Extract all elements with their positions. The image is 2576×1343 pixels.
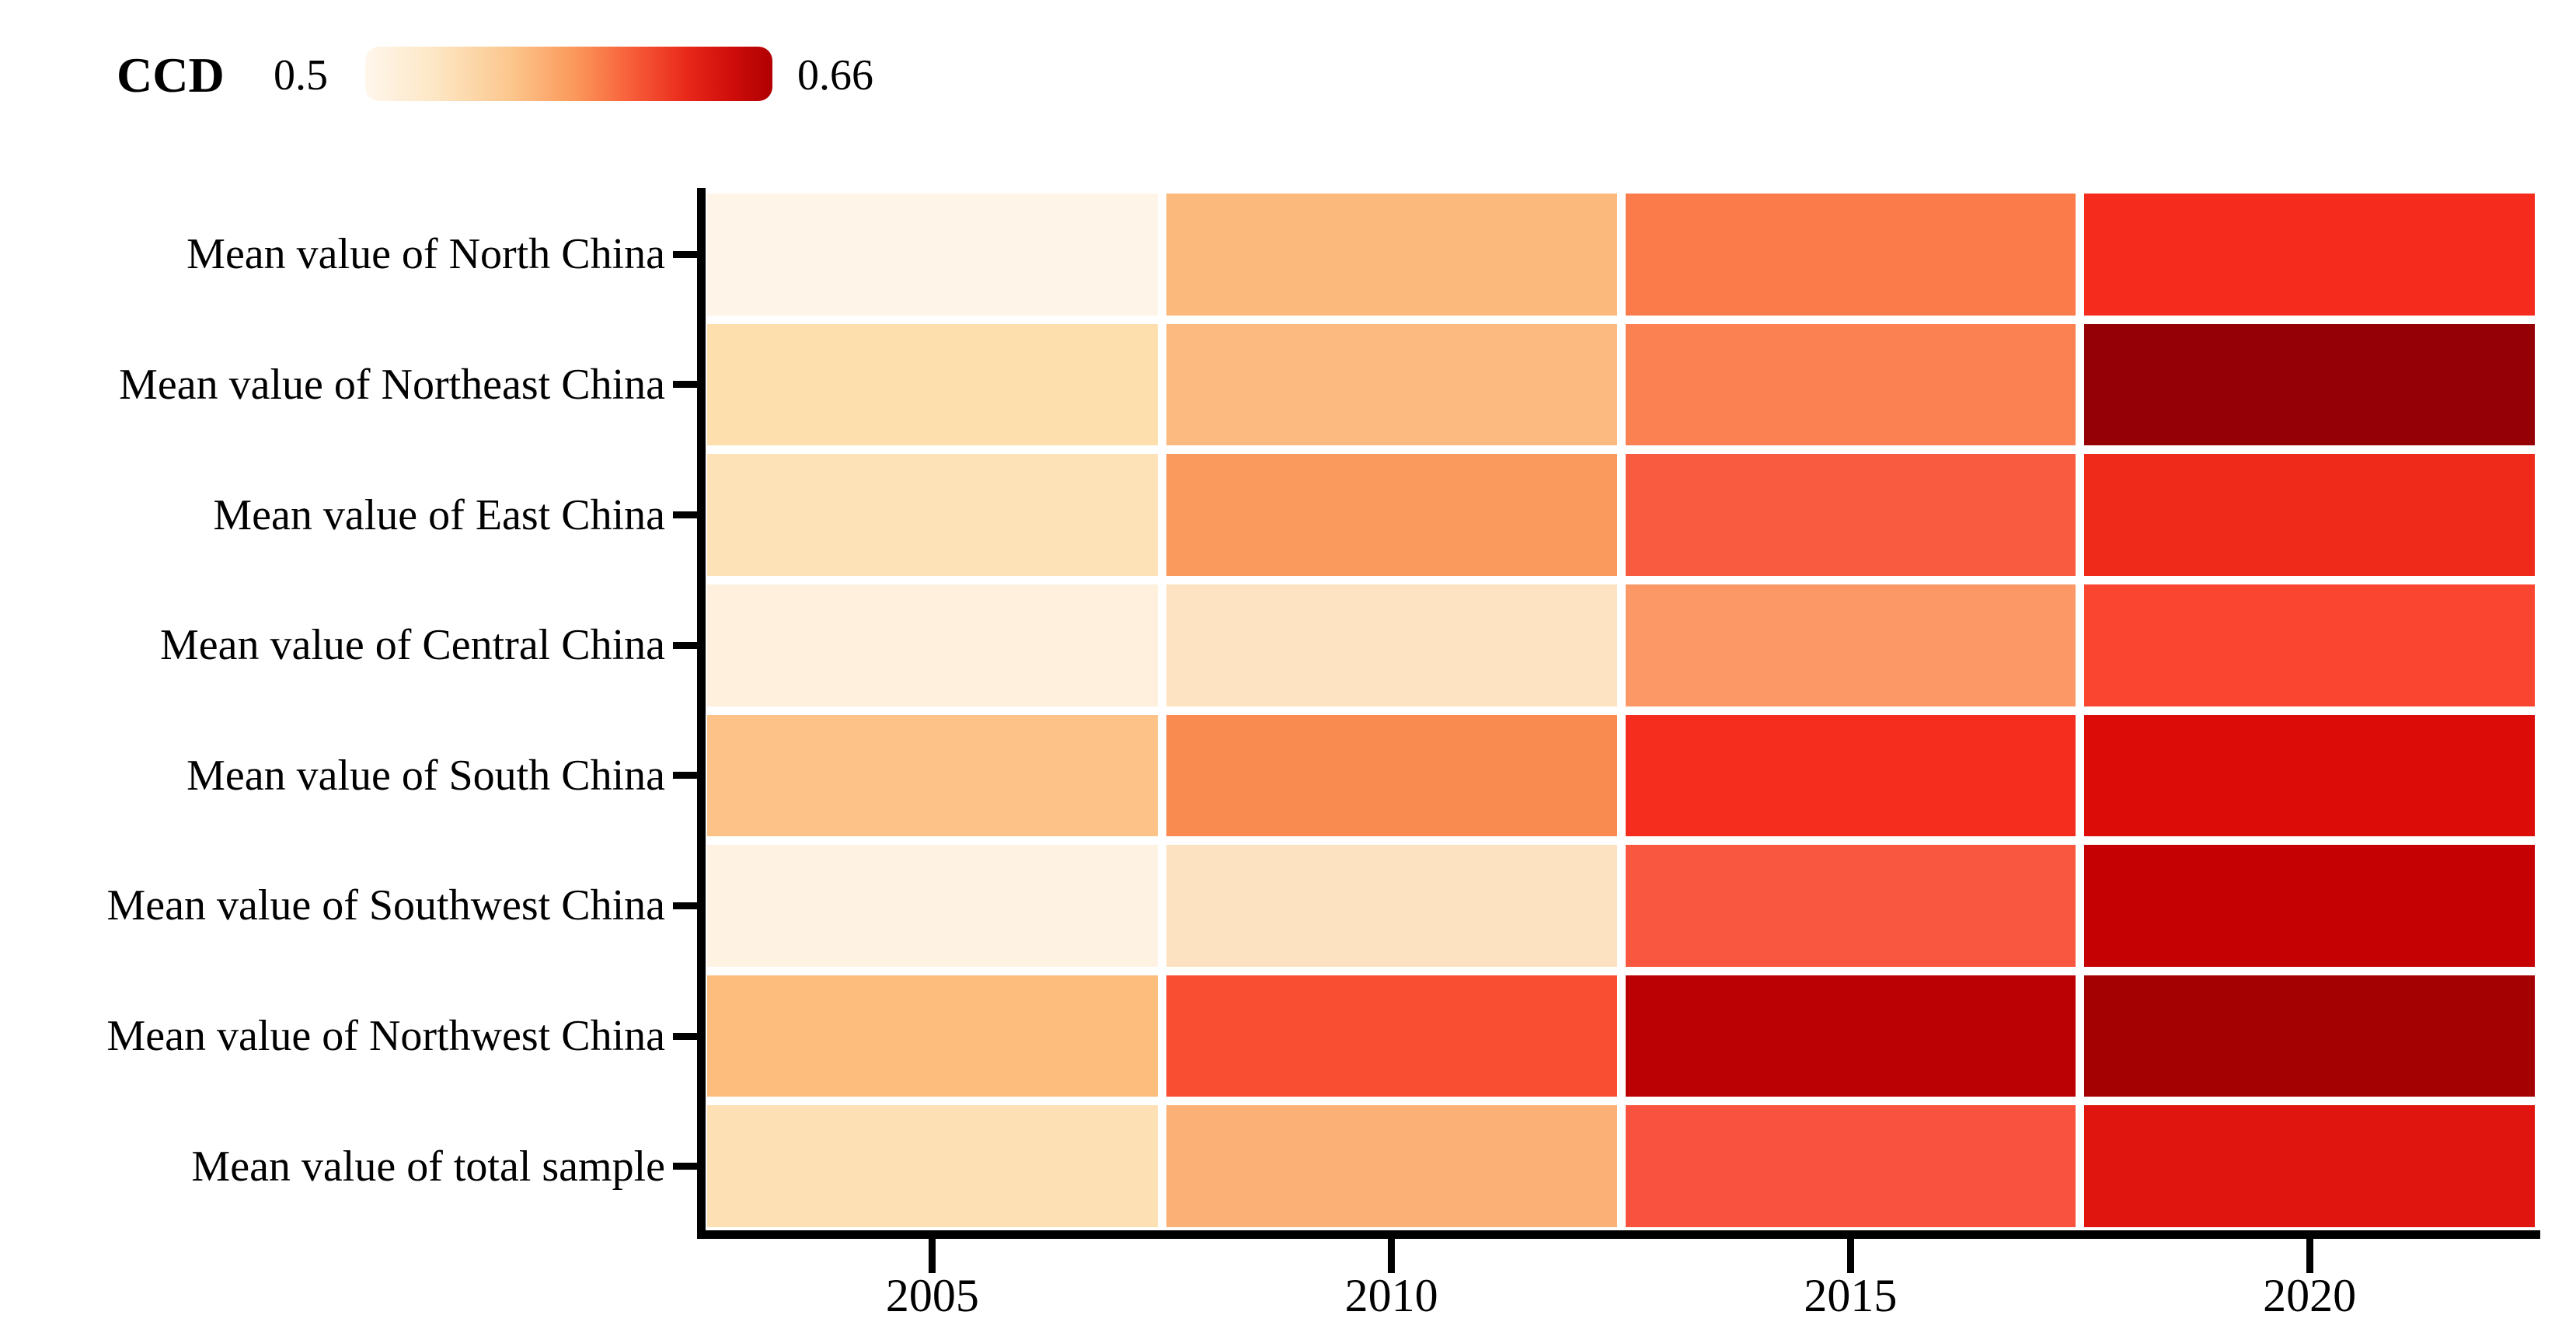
x-axis-label: 2005 xyxy=(885,1270,979,1321)
y-axis-tick xyxy=(673,1163,705,1170)
heatmap-cell xyxy=(1625,1105,2076,1227)
heatmap-cell xyxy=(707,454,1158,576)
heatmap-cell xyxy=(1625,584,2076,706)
heatmap-cell xyxy=(1625,845,2076,967)
y-axis-label: Mean value of North China xyxy=(186,230,665,279)
heatmap-cell xyxy=(707,194,1158,316)
heatmap-cell xyxy=(707,323,1158,446)
y-axis-tick xyxy=(673,902,705,909)
x-axis-line xyxy=(697,1230,2540,1239)
colorbar-min-label: 0.5 xyxy=(274,51,328,99)
y-axis-label: Mean value of Northwest China xyxy=(106,1012,665,1061)
y-axis-label: Mean value of Central China xyxy=(159,621,665,670)
y-axis-label: Mean value of East China xyxy=(213,490,665,539)
heatmap-cell xyxy=(2084,194,2535,316)
heatmap-cell xyxy=(1166,323,1617,446)
colorbar-title: CCD xyxy=(117,47,225,103)
heatmap-cell xyxy=(2084,714,2535,837)
y-axis-label: Mean value of South China xyxy=(186,751,665,800)
heatmap-cell xyxy=(1625,975,2076,1097)
heatmap-grid xyxy=(707,194,2535,1227)
y-axis-label: Mean value of total sample xyxy=(191,1142,665,1191)
heatmap-cell xyxy=(1166,975,1617,1097)
x-axis-tick xyxy=(1846,1239,1854,1273)
heatmap-cell xyxy=(1625,714,2076,837)
y-axis-label: Mean value of Southwest China xyxy=(106,881,665,930)
heatmap-cell xyxy=(2084,323,2535,446)
x-axis-label: 2010 xyxy=(1344,1270,1438,1321)
heatmap-cell xyxy=(707,845,1158,967)
heatmap-cell xyxy=(2084,584,2535,706)
heatmap-cell xyxy=(2084,1105,2535,1227)
heatmap-cell xyxy=(1166,194,1617,316)
y-axis-tick xyxy=(673,511,705,519)
y-axis-tick xyxy=(673,1032,705,1040)
heatmap-cell xyxy=(1166,714,1617,837)
colorbar-max-label: 0.66 xyxy=(797,51,873,99)
heatmap-cell xyxy=(707,975,1158,1097)
y-axis-label: Mean value of Northeast China xyxy=(119,360,665,409)
heatmap-cell xyxy=(1166,584,1617,706)
heatmap-cell xyxy=(2084,845,2535,967)
y-axis-tick xyxy=(673,250,705,258)
x-axis-tick xyxy=(1388,1239,1396,1273)
colorbar-gradient xyxy=(365,47,772,101)
heatmap-cell xyxy=(1625,454,2076,576)
x-axis-label: 2020 xyxy=(2263,1270,2357,1321)
y-axis-tick xyxy=(673,772,705,780)
y-axis-tick xyxy=(673,381,705,389)
y-axis-tick xyxy=(673,641,705,649)
heatmap-cell xyxy=(707,714,1158,837)
y-axis-line xyxy=(697,188,706,1239)
heatmap-cell xyxy=(1166,454,1617,576)
heatmap-cell xyxy=(1166,845,1617,967)
x-axis-label: 2015 xyxy=(1804,1270,1898,1321)
heatmap-cell xyxy=(707,584,1158,706)
x-axis-tick xyxy=(929,1239,936,1273)
x-axis-tick xyxy=(2306,1239,2313,1273)
heatmap-cell xyxy=(1625,323,2076,446)
heatmap-cell xyxy=(2084,454,2535,576)
heatmap-cell xyxy=(2084,975,2535,1097)
heatmap-cell xyxy=(1166,1105,1617,1227)
heatmap-cell xyxy=(707,1105,1158,1227)
heatmap-cell xyxy=(1625,194,2076,316)
